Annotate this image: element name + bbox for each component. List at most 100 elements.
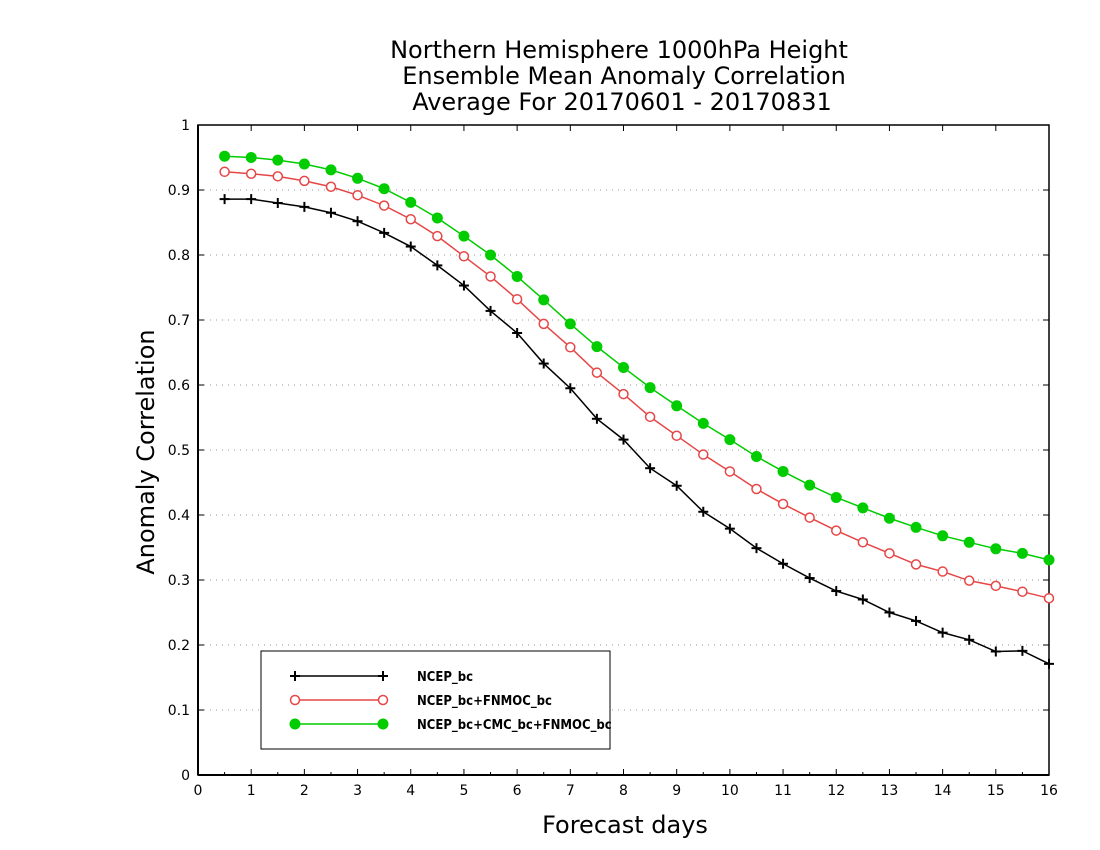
data-point bbox=[698, 506, 709, 517]
data-point bbox=[963, 575, 975, 586]
x-tick-label: 3 bbox=[353, 783, 362, 799]
data-point bbox=[591, 413, 602, 424]
chart-title-line-3: Average For 20170601 - 20170831 bbox=[412, 88, 832, 116]
data-point bbox=[910, 559, 922, 570]
data-point bbox=[990, 543, 1002, 555]
data-point bbox=[405, 196, 417, 208]
data-point bbox=[963, 536, 975, 548]
data-point bbox=[857, 502, 869, 514]
data-point bbox=[564, 318, 576, 330]
data-point bbox=[804, 512, 815, 523]
data-point bbox=[777, 498, 789, 510]
legend-label: NCEP_bc+FNMOC_bc bbox=[417, 694, 552, 709]
chart-title-line-1: Northern Hemisphere 1000hPa Height bbox=[390, 36, 848, 64]
data-point bbox=[272, 198, 283, 208]
data-point bbox=[804, 479, 816, 491]
data-point bbox=[538, 318, 549, 330]
legend-label: NCEP_bc bbox=[417, 670, 473, 685]
chart-title-line-2: Ensemble Mean Anomaly Correlation bbox=[402, 62, 846, 90]
x-tick-label: 1 bbox=[247, 783, 256, 799]
data-point bbox=[565, 383, 576, 394]
data-point bbox=[884, 548, 895, 559]
legend-marker bbox=[378, 671, 388, 681]
legend-item-1: NCEP_bc+FNMOC_bc bbox=[289, 694, 552, 709]
data-point bbox=[1043, 592, 1055, 604]
data-point bbox=[591, 367, 603, 378]
x-tick-label: 12 bbox=[827, 783, 845, 799]
data-point bbox=[352, 172, 364, 184]
data-point bbox=[245, 168, 257, 179]
data-point bbox=[379, 227, 390, 238]
data-point bbox=[405, 214, 416, 225]
series-0 bbox=[219, 194, 1054, 669]
data-point bbox=[352, 189, 363, 201]
data-point bbox=[298, 158, 310, 170]
data-point bbox=[272, 171, 284, 182]
data-point bbox=[272, 154, 284, 166]
data-point bbox=[671, 480, 682, 491]
data-point bbox=[512, 328, 523, 338]
data-point bbox=[538, 358, 549, 369]
data-point bbox=[698, 449, 709, 460]
data-point bbox=[246, 194, 257, 205]
series-1 bbox=[219, 166, 1055, 604]
x-tick-label: 5 bbox=[459, 783, 468, 799]
data-point bbox=[831, 525, 842, 536]
y-tick-label: 0.8 bbox=[168, 248, 190, 264]
legend-marker bbox=[289, 718, 301, 730]
y-tick-label: 0.2 bbox=[168, 638, 190, 654]
data-point bbox=[697, 417, 709, 429]
x-tick-label: 14 bbox=[934, 783, 952, 799]
data-point bbox=[777, 465, 789, 477]
y-tick-label: 0.3 bbox=[168, 573, 190, 589]
x-tick-label: 10 bbox=[721, 783, 739, 799]
data-point bbox=[538, 294, 550, 306]
y-axis-title: Anomaly Correlation bbox=[132, 329, 160, 574]
x-tick-label: 7 bbox=[566, 783, 575, 799]
data-point bbox=[778, 558, 789, 569]
data-point bbox=[485, 305, 496, 316]
y-axis-ticks: 0 0.1 0.2 0.3 0.4 0.5 0.6 0.7 0.8 0.9 1 bbox=[168, 118, 1049, 784]
data-point bbox=[591, 341, 603, 353]
data-point bbox=[884, 607, 895, 618]
data-point bbox=[937, 566, 948, 577]
data-point bbox=[378, 183, 390, 195]
x-tick-label: 9 bbox=[672, 783, 681, 799]
data-point bbox=[671, 400, 683, 412]
data-point bbox=[299, 201, 310, 212]
x-tick-label: 8 bbox=[619, 783, 628, 799]
data-point bbox=[883, 512, 895, 524]
data-point bbox=[378, 200, 390, 211]
data-point bbox=[458, 280, 469, 291]
x-tick-label: 15 bbox=[987, 783, 1005, 799]
x-tick-label: 16 bbox=[1040, 783, 1058, 799]
data-point bbox=[485, 249, 497, 261]
data-point bbox=[724, 434, 736, 446]
data-point bbox=[831, 586, 842, 597]
legend-item-2: NCEP_bc+CMC_bc+FNMOC_bc bbox=[289, 718, 612, 733]
data-point bbox=[804, 573, 815, 584]
data-point bbox=[724, 466, 736, 477]
data-point bbox=[432, 230, 443, 242]
y-tick-label: 0.1 bbox=[168, 703, 190, 719]
x-tick-label: 13 bbox=[881, 783, 899, 799]
data-point bbox=[724, 523, 735, 534]
data-point bbox=[432, 260, 443, 271]
y-tick-label: 0.5 bbox=[168, 443, 190, 459]
legend-marker bbox=[377, 694, 389, 706]
data-point bbox=[1016, 547, 1028, 559]
legend-marker bbox=[377, 718, 389, 730]
data-point bbox=[990, 646, 1001, 657]
x-tick-label: 0 bbox=[194, 783, 203, 799]
y-tick-label: 0.7 bbox=[168, 313, 190, 329]
data-point bbox=[645, 463, 656, 474]
data-point bbox=[964, 634, 975, 645]
x-tick-label: 2 bbox=[300, 783, 309, 799]
y-tick-label: 0.6 bbox=[168, 378, 190, 394]
data-point bbox=[1043, 554, 1055, 566]
data-point bbox=[565, 342, 576, 353]
data-point bbox=[511, 270, 523, 282]
x-axis-ticks: 0 1 2 3 4 5 6 7 8 9 10 11 12 13 14 15 16 bbox=[194, 125, 1058, 799]
data-point bbox=[458, 230, 470, 242]
data-point bbox=[751, 483, 762, 495]
